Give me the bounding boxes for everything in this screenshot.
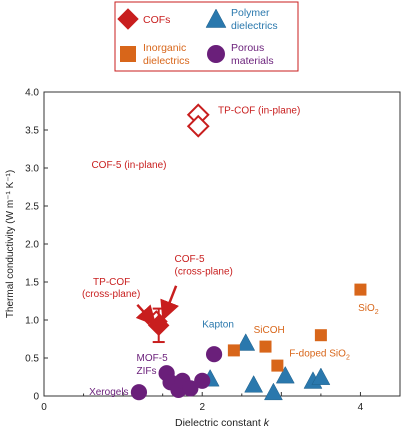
- inorganic-point-0: [227, 344, 240, 357]
- polymer-point-3: [264, 382, 283, 401]
- y-tick-label: 0: [33, 392, 39, 403]
- legend-marker-cof: [117, 8, 139, 30]
- annotation-1: COF-5 (in-plane): [91, 160, 166, 171]
- annotation-2: COF-5: [175, 254, 205, 265]
- polymer-point-4: [275, 365, 295, 384]
- annotation-10: MOF-5: [137, 353, 169, 364]
- porous-point-0: [130, 384, 148, 401]
- annotation-6: Kapton: [202, 320, 234, 331]
- inorganic-point-3: [314, 329, 327, 342]
- polymer-point-1: [236, 333, 256, 351]
- polymer-point-6: [311, 367, 331, 385]
- porous-point-7: [205, 346, 223, 363]
- y-tick-label: 0.5: [25, 354, 39, 365]
- y-tick-label: 2.0: [25, 240, 39, 251]
- y-tick-label: 4.0: [25, 88, 39, 99]
- x-axis-label: Dielectric constant k: [175, 417, 270, 429]
- inorganic-point-4: [354, 283, 367, 296]
- y-axis-label: Thermal conductivity (W m⁻¹ K⁻¹): [5, 170, 16, 318]
- annotation-0: TP-COF (in-plane): [218, 105, 300, 116]
- annotation-arrow-0: [160, 285, 180, 321]
- annotation-12: Xerogels: [89, 387, 128, 398]
- inorganic-point-1: [259, 340, 272, 353]
- annotation-9: SiO2: [358, 303, 379, 316]
- legend-label-porous: Porous: [231, 42, 264, 54]
- legend-label-polymer-2: dielectrics: [231, 20, 278, 32]
- cof-point-1: [186, 114, 210, 138]
- legend-label-inorganic: Inorganic: [143, 42, 186, 54]
- legend-box: [114, 1, 299, 72]
- annotation-4: TP-COF: [93, 277, 130, 288]
- legend: COFsPolymerdielectricsInorganicdielectri…: [114, 1, 299, 72]
- axes: 0 0.5 1.0 1.5 2.0 2.5 3.0 3.5 4.0 0 2 4 Dielectric c…: [5, 88, 401, 429]
- annotation-arrow-1: [135, 303, 157, 326]
- y-tick-label: 3.5: [25, 126, 39, 137]
- x-tick-label: 2: [199, 402, 205, 413]
- legend-label-porous-2: materials: [231, 55, 274, 67]
- polymer-point-2: [244, 375, 264, 393]
- annotation-8: F-doped SiO2: [289, 348, 350, 361]
- x-tick-label: 4: [358, 402, 364, 413]
- annotation-3: (cross-plane): [175, 266, 233, 277]
- inorganic-point-2: [271, 359, 284, 372]
- plot-frame: [43, 91, 401, 397]
- annotation-5: (cross-plane): [82, 289, 140, 300]
- annotation-7: SiCOH: [254, 325, 285, 336]
- legend-marker-inorganic: [120, 46, 136, 62]
- legend-label-polymer: Polymer: [231, 7, 270, 19]
- x-tick-label: 0: [41, 402, 47, 413]
- annotation-11: ZIFs: [137, 366, 157, 377]
- legend-label-inorganic-2: dielectrics: [143, 55, 190, 67]
- y-tick-label: 3.0: [25, 164, 39, 175]
- y-tick-label: 1.5: [25, 278, 39, 289]
- legend-label-cof: COFs: [143, 14, 170, 26]
- legend-marker-polymer: [205, 8, 227, 28]
- y-tick-label: 1.0: [25, 316, 39, 327]
- porous-point-5: [182, 380, 199, 397]
- annotations: TP-COF (in-plane)COF-5 (in-plane)COF-5(c…: [82, 105, 379, 398]
- y-tick-label: 2.5: [25, 202, 39, 213]
- legend-marker-porous: [207, 45, 225, 63]
- porous-point-6: [194, 372, 211, 389]
